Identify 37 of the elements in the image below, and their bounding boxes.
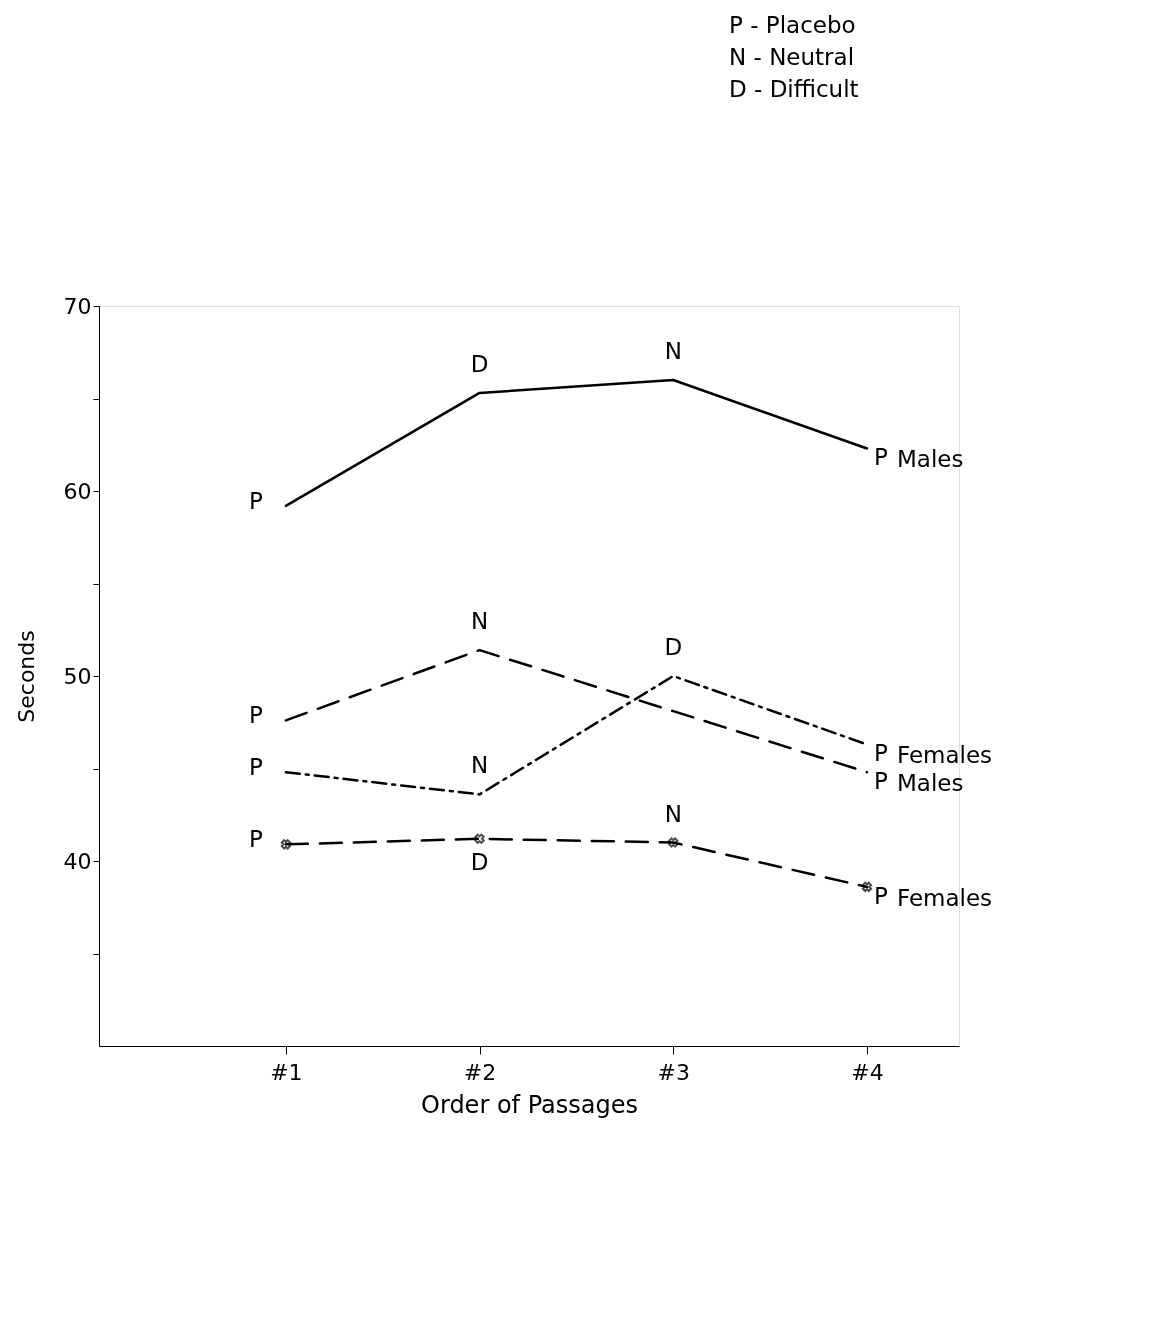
annotation: P [874, 768, 889, 795]
annotation: D [664, 634, 683, 660]
x-tick-label: #1 [270, 1059, 303, 1085]
x-tick-label: #2 [463, 1059, 497, 1085]
y-axis-title: Seconds [13, 630, 39, 723]
x-tick-label: #3 [657, 1059, 690, 1085]
series-label: Females [896, 884, 993, 911]
point [668, 837, 679, 848]
series-label: Males [896, 770, 964, 797]
point [861, 881, 873, 893]
annotation: P [874, 740, 889, 767]
x-axis-title: Order of Passages [421, 1090, 638, 1119]
text: P - Placebo [729, 12, 856, 38]
annotation: P [248, 487, 263, 514]
annotation: P [248, 702, 263, 729]
text: N - Neutral [729, 44, 855, 70]
x-tick-label: #4 [851, 1059, 884, 1085]
annotation: N [470, 752, 489, 779]
annotation: P [874, 882, 889, 909]
y-tick-label: 50 [63, 663, 92, 689]
annotation: P [248, 754, 263, 781]
y-tick-label: 60 [63, 478, 92, 504]
y-tick-label: 40 [63, 848, 92, 874]
series-label: Males [896, 446, 964, 473]
point [280, 839, 292, 850]
point [474, 833, 485, 844]
line-series [284, 378, 869, 508]
series-label: Females [896, 742, 993, 769]
text: D - Difficult [729, 76, 859, 102]
y-tick-label: 70 [63, 293, 92, 319]
annotation: P [248, 826, 263, 853]
annotation: D [470, 848, 489, 875]
annotation: N [664, 800, 682, 827]
annotation: P [874, 444, 889, 471]
annotation: N [470, 608, 489, 635]
annotation: N [664, 338, 682, 364]
annotation: D [470, 350, 489, 377]
